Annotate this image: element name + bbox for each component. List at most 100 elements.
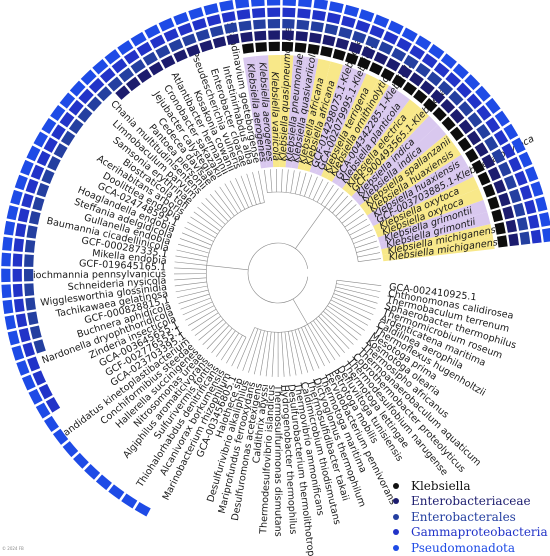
taxonomy-cell [41, 169, 55, 184]
taxonomy-cell [212, 36, 227, 49]
taxonomy-cell [413, 89, 428, 104]
branch-tip [175, 285, 208, 293]
taxonomy-rings [1, 0, 550, 517]
taxonomy-cell [343, 4, 360, 18]
taxonomy-cell [33, 131, 49, 148]
taxonomy-cell [155, 44, 171, 59]
taxonomy-cell [403, 54, 419, 70]
taxonomy-cell [13, 238, 25, 252]
branch-tip [174, 277, 207, 281]
taxonomy-cell [134, 501, 151, 517]
clade-highlight [375, 188, 484, 238]
taxonomy-cell [163, 28, 179, 42]
taxonomy-cell [487, 166, 501, 182]
clade-highlight [367, 154, 468, 221]
taxonomy-cell [22, 342, 36, 358]
taxonomy-cell [173, 11, 189, 26]
branch-tip [264, 169, 268, 193]
taxonomy-cell [351, 30, 367, 44]
branch-tip [174, 281, 207, 287]
taxonomy-cell [493, 129, 509, 146]
taxonomy-cell [3, 220, 16, 236]
taxonomy-cell [310, 21, 324, 33]
taxonomy-cell [524, 166, 539, 183]
taxonomy-cell [485, 117, 501, 133]
taxonomy-cell [11, 345, 25, 361]
branch-tip [224, 183, 242, 212]
branch-tip [295, 171, 301, 194]
taxonomy-cell [12, 283, 23, 298]
taxonomy-cell [191, 18, 207, 31]
branch-tip [347, 218, 368, 232]
taxonomy-cell [503, 123, 519, 140]
clade-highlight [297, 58, 331, 171]
branch-tip [229, 180, 246, 210]
branch-tip [242, 328, 259, 371]
taxonomy-cell [130, 59, 146, 74]
taxonomy-cell [24, 239, 36, 253]
legend-item: Pseudomonadota [393, 540, 548, 556]
taxonomy-cell [47, 155, 61, 171]
branch-tip [197, 206, 223, 228]
branch-tip [235, 177, 249, 208]
leaf-label: GCF-019645165.1 [79, 258, 167, 273]
branch-tip [209, 194, 232, 219]
taxonomy-cell [173, 49, 188, 63]
taxonomy-cell [2, 299, 14, 315]
taxonomy-cell [519, 185, 533, 200]
branch-tip [177, 243, 210, 254]
taxonomy-cell [466, 130, 482, 146]
taxonomy-cell [295, 31, 308, 42]
taxonomy-cell [32, 196, 45, 211]
taxonomy-cell [16, 360, 30, 376]
branch-root [247, 242, 309, 304]
branch-tip [281, 332, 285, 377]
taxonomy-cell [430, 89, 446, 104]
taxonomy-cell [373, 14, 390, 28]
taxonomy-cell [195, 28, 211, 42]
taxonomy-cell [115, 85, 131, 100]
taxonomy-cell [476, 123, 491, 140]
taxonomy-cell [199, 39, 214, 53]
taxonomy-cell [396, 37, 412, 52]
taxonomy-cell [385, 57, 401, 72]
branch-tip [284, 331, 291, 377]
branch-tip [191, 312, 219, 331]
legend-swatch [393, 513, 399, 520]
taxonomy-cell [86, 96, 102, 112]
taxonomy-cell [1, 284, 12, 299]
taxonomy-cell [513, 202, 526, 217]
taxonomy-cell [484, 136, 499, 152]
taxonomy-cell [320, 46, 333, 58]
legend-item: Enterobacterales [393, 509, 548, 525]
taxonomy-cell [322, 34, 336, 47]
taxonomy-cell [21, 193, 34, 209]
taxonomy-cell [104, 49, 121, 65]
branch-tip [307, 324, 331, 364]
taxonomy-cell [487, 196, 500, 210]
taxonomy-cell [452, 63, 469, 80]
taxonomy-cell [369, 25, 385, 39]
branch-tip [206, 325, 230, 350]
taxonomy-cell [20, 159, 34, 176]
branch-tip [190, 216, 218, 235]
taxonomy-cell [498, 192, 511, 207]
taxonomy-cell [466, 93, 482, 110]
branch-tip [299, 172, 307, 196]
taxonomy-cell [481, 154, 496, 169]
branch-tip [259, 331, 269, 376]
branch-tip [336, 279, 382, 286]
taxonomy-cell [62, 441, 79, 458]
taxonomy-cell [52, 428, 69, 445]
branch-tip [181, 232, 212, 246]
taxonomy-cell [60, 130, 76, 146]
taxonomy-cell [14, 174, 28, 191]
taxonomy-cell [188, 7, 204, 20]
taxonomy-cell [475, 85, 491, 102]
taxonomy-cell [296, 19, 310, 31]
taxonomy-cell [69, 80, 86, 97]
taxonomy-cell [494, 222, 506, 235]
taxonomy-cell [158, 17, 175, 32]
taxonomy-cell [491, 148, 506, 164]
taxonomy-cell [282, 7, 296, 18]
